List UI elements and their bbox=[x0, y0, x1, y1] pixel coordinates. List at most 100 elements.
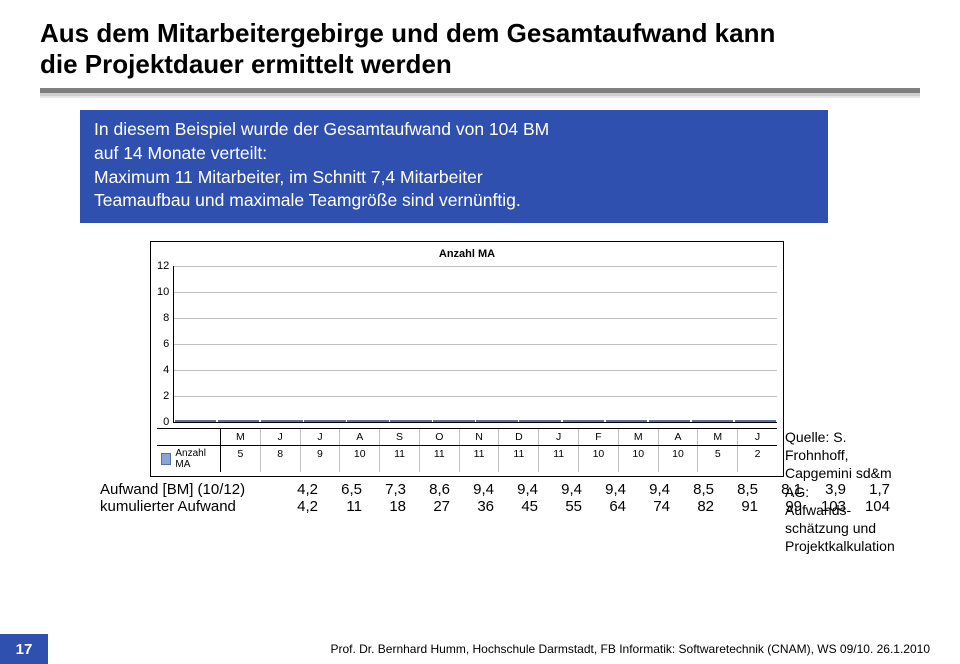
category-cell: J bbox=[261, 429, 301, 445]
plot-area bbox=[173, 266, 777, 423]
bar bbox=[476, 420, 517, 422]
category-cell: A bbox=[659, 429, 699, 445]
aufwand-cell: 8,5 bbox=[676, 481, 720, 498]
category-cell: F bbox=[579, 429, 619, 445]
bar bbox=[606, 420, 647, 422]
bar-slot bbox=[648, 420, 691, 422]
info-line-1: In diesem Beispiel wurde der Gesamtaufwa… bbox=[94, 118, 814, 142]
category-cell: S bbox=[380, 429, 420, 445]
bar bbox=[304, 420, 345, 422]
kumuliert-cell: 27 bbox=[412, 498, 456, 515]
bar-slot bbox=[562, 420, 605, 422]
info-line-4: Teamaufbau und maximale Teamgröße sind v… bbox=[94, 189, 814, 213]
source-l6: schätzung und bbox=[785, 520, 876, 536]
info-box: In diesem Beispiel wurde der Gesamtaufwa… bbox=[80, 110, 828, 223]
value-cell: 5 bbox=[221, 446, 261, 472]
value-cells: 58910111111111110101052 bbox=[221, 446, 777, 472]
category-cell: M bbox=[619, 429, 659, 445]
source-l2: Frohnhoff, bbox=[785, 447, 849, 463]
category-cell: N bbox=[460, 429, 500, 445]
source-l5: Aufwands- bbox=[785, 502, 851, 518]
category-cells: MJJASONDJFMAMJ bbox=[221, 429, 777, 445]
bar bbox=[390, 420, 431, 422]
bar-slot bbox=[346, 420, 389, 422]
category-cell: O bbox=[420, 429, 460, 445]
value-cell: 5 bbox=[698, 446, 738, 472]
chart: Anzahl MA 121086420 MJJASONDJFMAMJ Anzah… bbox=[150, 241, 784, 477]
legend-swatch-icon bbox=[161, 453, 171, 465]
y-tick: 2 bbox=[163, 390, 169, 402]
category-cell: J bbox=[301, 429, 341, 445]
aufwand-cell: 9,4 bbox=[544, 481, 588, 498]
info-line-2: auf 14 Monate verteilt: bbox=[94, 142, 814, 166]
kumuliert-cell: 55 bbox=[544, 498, 588, 515]
aufwand-cell: 6,5 bbox=[324, 481, 368, 498]
info-line-3: Maximum 11 Mitarbeiter, im Schnitt 7,4 M… bbox=[94, 166, 814, 190]
category-row: MJJASONDJFMAMJ bbox=[157, 428, 777, 445]
chart-frame: Anzahl MA 121086420 MJJASONDJFMAMJ Anzah… bbox=[150, 241, 784, 477]
value-row: Anzahl MA 58910111111111110101052 bbox=[157, 445, 777, 472]
category-cell: D bbox=[499, 429, 539, 445]
category-cell: A bbox=[340, 429, 380, 445]
title-line-1: Aus dem Mitarbeitergebirge und dem Gesam… bbox=[40, 18, 775, 48]
bar-slot bbox=[174, 420, 217, 422]
bar-slot bbox=[476, 420, 519, 422]
value-cell: 11 bbox=[539, 446, 579, 472]
kumuliert-cell: 45 bbox=[500, 498, 544, 515]
value-cell: 2 bbox=[738, 446, 777, 472]
aufwand-cell: 9,4 bbox=[632, 481, 676, 498]
category-cell: J bbox=[738, 429, 777, 445]
bars bbox=[174, 266, 777, 422]
bar-slot bbox=[691, 420, 734, 422]
kumuliert-cell: 82 bbox=[676, 498, 720, 515]
source-l3: Capgemini sd&m bbox=[785, 465, 892, 481]
bar-slot bbox=[433, 420, 476, 422]
value-cell: 8 bbox=[261, 446, 301, 472]
bar bbox=[519, 420, 560, 422]
y-tick: 8 bbox=[163, 312, 169, 324]
footer: 17 Prof. Dr. Bernhard Humm, Hochschule D… bbox=[0, 634, 960, 664]
divider bbox=[40, 88, 920, 98]
source-l4: AG: bbox=[785, 484, 809, 500]
y-tick: 10 bbox=[157, 286, 169, 298]
slide: Aus dem Mitarbeitergebirge und dem Gesam… bbox=[0, 0, 960, 664]
value-cell: 10 bbox=[619, 446, 659, 472]
y-tick: 4 bbox=[163, 364, 169, 376]
category-cell: M bbox=[221, 429, 261, 445]
aufwand-cell: 4,2 bbox=[280, 481, 324, 498]
bar-slot bbox=[389, 420, 432, 422]
kumuliert-cell: 64 bbox=[588, 498, 632, 515]
kumuliert-cell: 91 bbox=[720, 498, 764, 515]
aufwand-cell: 9,4 bbox=[500, 481, 544, 498]
bar bbox=[735, 420, 776, 422]
bar bbox=[261, 420, 302, 422]
source-l1: Quelle: S. bbox=[785, 429, 846, 445]
category-cell: M bbox=[698, 429, 738, 445]
bar-slot bbox=[303, 420, 346, 422]
y-tick: 12 bbox=[157, 260, 169, 272]
aufwand-label: Aufwand [BM] (10/12) bbox=[100, 481, 280, 498]
aufwand-cell: 9,4 bbox=[588, 481, 632, 498]
y-tick: 0 bbox=[163, 416, 169, 428]
bar bbox=[347, 420, 388, 422]
bar-slot bbox=[734, 420, 777, 422]
bar bbox=[692, 420, 733, 422]
aufwand-cell: 7,3 bbox=[368, 481, 412, 498]
bar bbox=[218, 420, 259, 422]
y-tick: 6 bbox=[163, 338, 169, 350]
aufwand-cell: 8,5 bbox=[720, 481, 764, 498]
aufwand-cell: 9,4 bbox=[456, 481, 500, 498]
y-axis: 12 10 8 6 4 2 0 bbox=[157, 260, 173, 428]
source-box: Quelle: S. Frohnhoff, Capgemini sd&m AG:… bbox=[785, 428, 930, 555]
bar bbox=[175, 420, 216, 422]
bar-slot bbox=[217, 420, 260, 422]
kumuliert-cell: 4,2 bbox=[280, 498, 324, 515]
value-cell: 10 bbox=[340, 446, 380, 472]
kumuliert-label: kumulierter Aufwand bbox=[100, 498, 280, 515]
kumuliert-cell: 18 bbox=[368, 498, 412, 515]
category-cell: J bbox=[539, 429, 579, 445]
series-label: Anzahl MA bbox=[157, 446, 221, 472]
value-cell: 10 bbox=[579, 446, 619, 472]
page-number: 17 bbox=[0, 634, 48, 664]
bar-slot bbox=[605, 420, 648, 422]
